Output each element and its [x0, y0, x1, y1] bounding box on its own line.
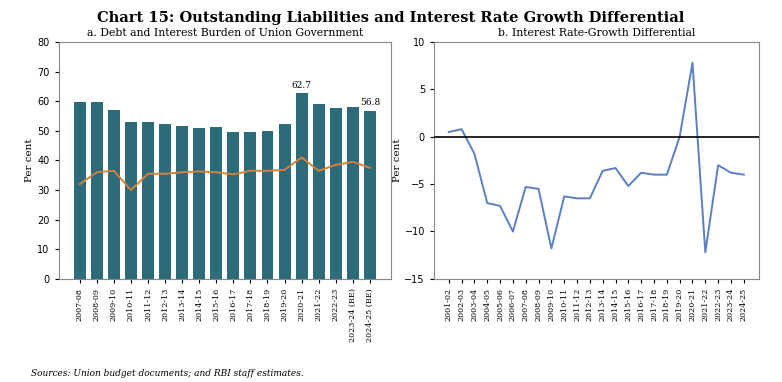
Bar [193, 128, 205, 279]
Bar [278, 124, 291, 279]
Bar [261, 131, 274, 279]
Bar [313, 104, 325, 279]
Title: b. Interest Rate-Growth Differential: b. Interest Rate-Growth Differential [497, 29, 695, 39]
Bar [159, 124, 171, 279]
Bar [91, 102, 102, 279]
Bar [330, 108, 342, 279]
Text: Chart 15: Outstanding Liabilities and Interest Rate Growth Differential: Chart 15: Outstanding Liabilities and In… [97, 11, 685, 26]
Bar [228, 132, 239, 279]
Bar [210, 127, 222, 279]
Bar [142, 121, 154, 279]
Bar [364, 111, 376, 279]
Bar [176, 126, 188, 279]
Y-axis label: Per cent: Per cent [26, 139, 34, 182]
Bar [74, 102, 86, 279]
Bar [125, 122, 137, 279]
Y-axis label: Per cent: Per cent [393, 139, 402, 182]
Bar [347, 107, 359, 279]
Text: Sources: Union budget documents; and RBI staff estimates.: Sources: Union budget documents; and RBI… [31, 369, 304, 378]
Bar [108, 110, 120, 279]
Bar [296, 93, 307, 279]
Bar [245, 132, 256, 279]
Text: 62.7: 62.7 [292, 81, 312, 90]
Title: a. Debt and Interest Burden of Union Government: a. Debt and Interest Burden of Union Gov… [87, 29, 363, 39]
Text: 56.8: 56.8 [360, 98, 380, 107]
